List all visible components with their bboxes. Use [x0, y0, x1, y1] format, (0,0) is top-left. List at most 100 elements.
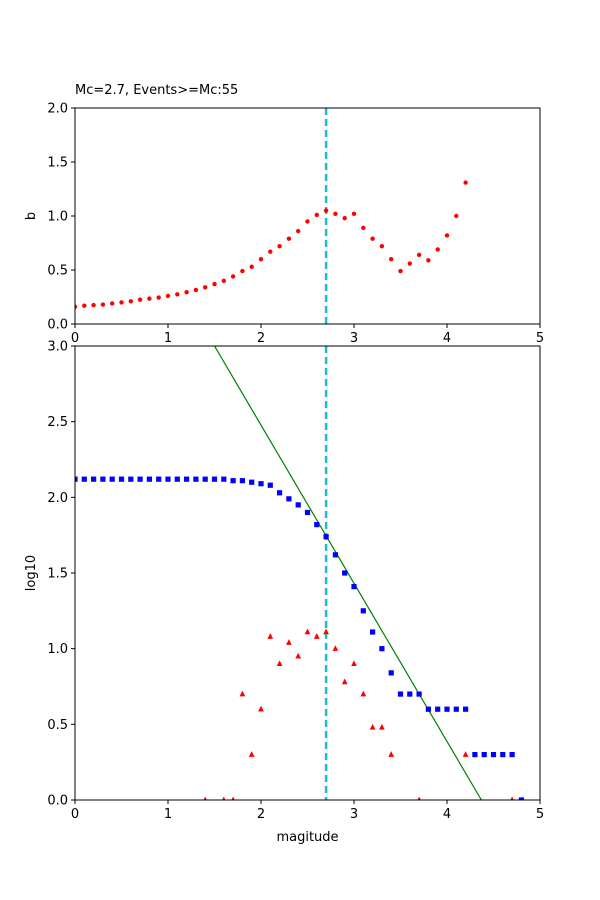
data-point	[369, 723, 376, 730]
data-point	[490, 752, 497, 758]
y-tick-label: 2.5	[47, 415, 68, 430]
data-point	[147, 296, 152, 301]
data-point	[435, 247, 440, 252]
data-point	[295, 502, 301, 508]
data-point	[379, 244, 385, 249]
data-point	[333, 211, 338, 217]
data-point	[407, 261, 412, 266]
data-point	[230, 478, 236, 484]
data-point	[248, 751, 255, 757]
data-point	[388, 751, 395, 757]
series-b-value	[75, 180, 468, 309]
top-chart-title: Mc=2.7, Events>=Mc:55	[75, 83, 238, 98]
data-point	[211, 476, 218, 482]
data-point	[323, 628, 329, 635]
data-point	[323, 208, 329, 213]
x-tick-label: 4	[443, 331, 451, 346]
data-point	[425, 706, 431, 712]
x-tick-label: 2	[257, 807, 265, 822]
data-point	[360, 608, 366, 614]
data-point	[165, 293, 171, 299]
y-axis-label: b	[24, 212, 39, 220]
data-point	[118, 476, 125, 482]
data-point	[296, 228, 301, 234]
data-point	[175, 292, 180, 297]
data-point	[75, 304, 78, 309]
x-tick-label: 0	[71, 331, 79, 346]
data-point	[500, 752, 506, 758]
data-point	[314, 521, 320, 528]
data-point	[277, 490, 283, 496]
data-point	[221, 278, 226, 283]
y-tick-label: 1.5	[47, 156, 68, 171]
data-point	[332, 552, 338, 558]
data-point	[342, 570, 348, 576]
y-tick-label: 0.5	[47, 264, 68, 279]
data-point	[342, 215, 347, 221]
data-point	[295, 652, 302, 659]
data-point	[360, 690, 367, 697]
data-point	[128, 476, 134, 482]
data-point	[444, 233, 450, 238]
data-point	[240, 268, 245, 274]
data-point	[239, 478, 245, 484]
data-point	[212, 281, 217, 287]
data-point	[258, 481, 264, 487]
data-point	[82, 303, 87, 308]
data-point	[258, 257, 264, 262]
data-point	[174, 476, 180, 482]
data-point	[286, 496, 292, 502]
data-point	[100, 476, 106, 482]
data-point	[323, 534, 329, 540]
data-point	[222, 796, 226, 800]
y-tick-label: 0.5	[47, 718, 68, 733]
data-point	[444, 706, 450, 712]
x-tick-label: 1	[164, 807, 172, 822]
data-point	[426, 258, 431, 263]
data-point	[510, 796, 514, 800]
data-point	[481, 752, 487, 758]
data-point	[286, 236, 292, 241]
data-point	[156, 476, 162, 482]
x-tick-label: 5	[536, 807, 544, 822]
x-tick-label: 1	[164, 331, 172, 346]
data-point	[454, 213, 459, 219]
data-point	[91, 476, 97, 482]
data-point	[351, 584, 357, 590]
data-point	[137, 476, 143, 482]
data-point	[286, 639, 292, 645]
data-point	[379, 723, 385, 730]
x-tick-label: 3	[350, 807, 358, 822]
data-point	[389, 257, 394, 262]
x-tick-label: 0	[71, 807, 79, 822]
data-point	[119, 300, 124, 305]
data-point	[463, 180, 468, 185]
data-point	[75, 476, 78, 482]
data-point	[128, 299, 133, 304]
data-point	[202, 476, 208, 482]
data-point	[146, 476, 152, 482]
series-incremental	[203, 628, 514, 800]
data-point	[509, 752, 515, 758]
data-point	[416, 691, 422, 697]
data-point	[249, 264, 254, 269]
data-point	[379, 646, 385, 652]
y-axis-label: log10	[24, 555, 39, 591]
data-point	[453, 706, 459, 712]
data-point	[193, 287, 199, 293]
data-point	[463, 706, 469, 712]
data-point	[407, 691, 413, 697]
data-point	[313, 633, 320, 639]
data-point	[137, 297, 143, 302]
data-point	[165, 476, 171, 482]
data-point	[193, 476, 199, 482]
series-cumulative	[75, 476, 524, 800]
data-point	[304, 509, 311, 516]
y-tick-label: 0.0	[47, 318, 68, 333]
data-point	[276, 660, 283, 667]
data-point	[332, 645, 339, 651]
magnitude-frequency-chart: 0 1 2 3 4 5 0.0 0.5 1.0 1.5 2.0 2.5 3.0 log10 magitude	[24, 340, 544, 846]
data-point	[304, 628, 311, 635]
y-tick-label: 2.0	[47, 102, 68, 117]
